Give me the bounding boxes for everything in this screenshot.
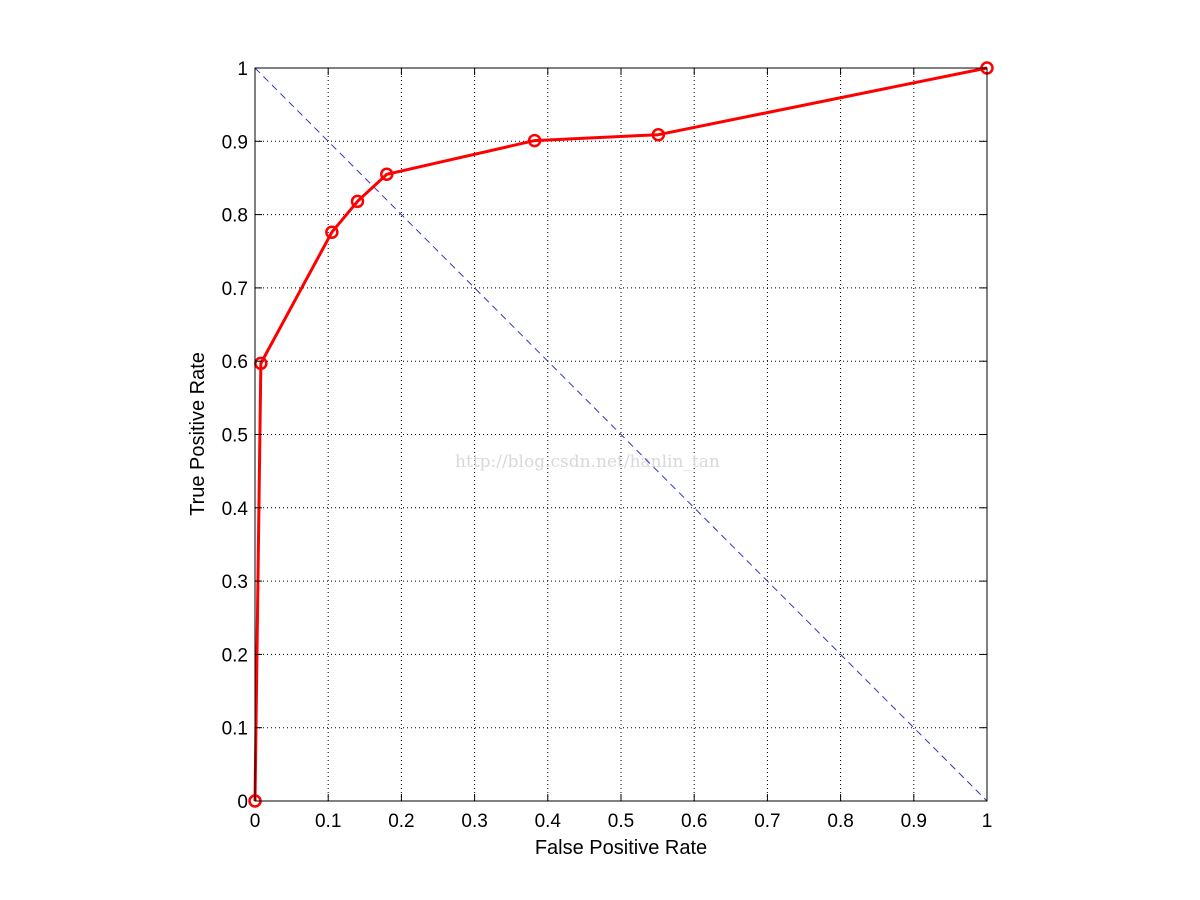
x-tick-label: 0.7 — [754, 811, 780, 832]
x-tick-label: 0.9 — [901, 811, 927, 832]
roc-point-marker — [350, 194, 365, 209]
watermark-text: http://blog.csdn.net/hanlin_tan — [455, 452, 720, 472]
y-tick-label: 0.3 — [222, 572, 248, 593]
roc-curve-line — [253, 66, 988, 802]
y-tick-label: 0.9 — [222, 132, 248, 153]
x-tick-label: 0.8 — [827, 811, 853, 832]
roc-point-marker — [380, 167, 394, 182]
y-axis-label: True Positive Rate — [187, 352, 209, 516]
axis-ticks: 0 0.1 0.2 0.3 0.4 0.5 0.6 0.7 0.8 0.9 1 0 0.1 0.2 0.3 0… — [222, 59, 993, 832]
x-tick-label: 0.1 — [315, 811, 341, 832]
y-tick-label: 0.4 — [222, 499, 249, 520]
x-tick-label: 0.2 — [388, 811, 414, 832]
roc-point-marker — [527, 133, 542, 148]
x-axis-label: False Positive Rate — [535, 837, 707, 859]
y-tick-label: 1 — [237, 59, 248, 80]
roc-point-marker — [325, 225, 339, 239]
y-tick-label: 0.6 — [222, 352, 248, 373]
x-tick-label: 0 — [250, 811, 261, 832]
y-tick-label: 0 — [237, 792, 248, 813]
x-tick-label: 0.6 — [681, 811, 707, 832]
y-tick-label: 0.2 — [222, 645, 248, 666]
y-tick-label: 0.5 — [222, 426, 248, 447]
y-tick-label: 0.8 — [222, 206, 248, 227]
roc-point-marker — [651, 127, 666, 142]
x-tick-label: 1 — [982, 811, 993, 832]
y-tick-label: 0.1 — [222, 719, 248, 740]
x-tick-label: 0.5 — [608, 811, 634, 832]
x-tick-label: 0.3 — [461, 811, 487, 832]
y-tick-label: 0.7 — [222, 279, 248, 300]
diagonal-reference-line — [254, 67, 988, 802]
x-tick-label: 0.4 — [535, 811, 562, 832]
